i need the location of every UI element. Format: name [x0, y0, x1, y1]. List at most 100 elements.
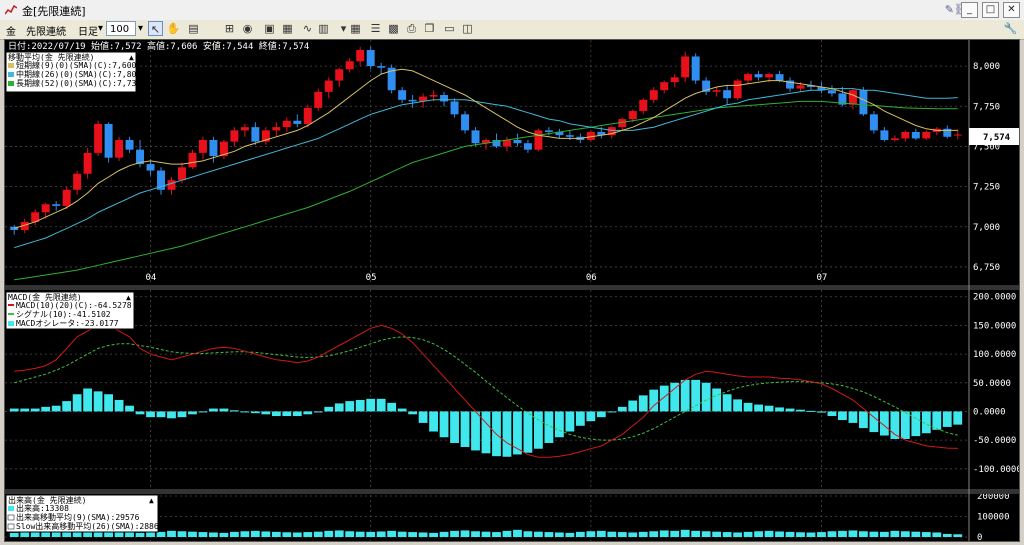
oscillator-bar[interactable] [397, 408, 407, 412]
candlestick[interactable] [482, 140, 490, 144]
volume-bar[interactable] [701, 531, 711, 537]
chart-canvas[interactable]: 8,000 7,750 7,500 7,250 7,000 6,750 04 05 06 07 20… [5, 40, 1022, 543]
oscillator-bar[interactable] [754, 404, 763, 412]
volume-bar[interactable] [712, 531, 722, 537]
candlestick[interactable] [177, 167, 186, 181]
candlestick[interactable] [335, 69, 344, 81]
volume-bar[interactable] [104, 531, 113, 537]
chevron-down-icon[interactable]: ▾ [98, 23, 104, 34]
candlestick[interactable] [20, 221, 29, 230]
volume-bar[interactable] [942, 533, 952, 537]
candlestick[interactable] [198, 140, 207, 153]
candlestick[interactable] [660, 82, 669, 91]
oscillator-bar[interactable] [292, 411, 302, 417]
candlestick[interactable] [827, 90, 836, 94]
volume-bar[interactable] [806, 532, 816, 537]
candlestick[interactable] [817, 86, 826, 91]
ma-short-line[interactable] [14, 68, 958, 229]
oscillator-bar[interactable] [125, 405, 134, 412]
candlestick[interactable] [702, 80, 711, 92]
oscillator-bar[interactable] [250, 411, 260, 414]
candlestick[interactable] [366, 50, 375, 67]
oscillator-bar[interactable] [617, 406, 627, 412]
candlestick[interactable] [691, 56, 700, 81]
candlestick[interactable] [324, 80, 333, 92]
candlestick[interactable] [282, 120, 291, 128]
candlestick[interactable] [356, 50, 365, 62]
volume-bar[interactable] [659, 530, 669, 537]
stack-icon[interactable]: ▦ [282, 22, 293, 35]
candlestick[interactable] [911, 131, 920, 139]
volume-bar[interactable] [565, 532, 575, 537]
oscillator-bar[interactable] [219, 408, 229, 412]
oscillator-bar[interactable] [62, 401, 72, 412]
volume-bar[interactable] [156, 531, 166, 537]
chevron-down-icon[interactable]: ▾ [340, 22, 347, 35]
cursor-icon[interactable]: ↖ [148, 21, 163, 36]
candlestick[interactable] [796, 85, 805, 89]
panel-divider[interactable] [5, 285, 1019, 290]
candlestick[interactable] [387, 67, 396, 91]
wrench-icon[interactable]: 🔧 [1003, 22, 1018, 35]
oscillator-bar[interactable] [104, 394, 113, 412]
candlestick[interactable] [251, 127, 260, 142]
minimize-button[interactable]: _ [961, 2, 978, 18]
oscillator-bar[interactable] [890, 411, 900, 439]
oscillator-bar[interactable] [638, 395, 648, 412]
candlestick[interactable] [649, 90, 658, 100]
candlestick[interactable] [136, 149, 145, 165]
symbol-label[interactable]: 金 [6, 27, 16, 38]
volume-legend-box[interactable] [5, 494, 159, 533]
candlestick[interactable] [429, 95, 438, 97]
oscillator-bar[interactable] [72, 394, 82, 412]
window-icon[interactable]: ▣ [264, 22, 275, 35]
candlestick[interactable] [125, 140, 134, 150]
oscillator-bar[interactable] [460, 411, 470, 447]
candlestick[interactable] [807, 85, 815, 87]
volume-bar[interactable] [586, 531, 596, 537]
volume-bar[interactable] [450, 530, 459, 537]
oscillator-bar[interactable] [334, 403, 344, 412]
candlestick[interactable] [461, 114, 470, 131]
circle-icon[interactable]: ◉ [242, 22, 253, 35]
volume-bar[interactable] [680, 529, 690, 537]
copy-icon[interactable]: ❐ [424, 22, 435, 35]
candlestick[interactable] [943, 128, 952, 137]
candlestick[interactable] [240, 127, 249, 131]
candlestick[interactable] [848, 90, 857, 105]
volume-bar[interactable] [397, 531, 407, 537]
oscillator-bar[interactable] [806, 410, 816, 412]
candlestick[interactable] [303, 107, 312, 124]
volume-bar[interactable] [366, 531, 376, 537]
volume-bar[interactable] [869, 531, 879, 537]
oscillator-bar[interactable] [670, 382, 680, 412]
candlestick[interactable] [744, 74, 753, 81]
table-icon[interactable]: ▦ [350, 22, 361, 35]
volume-bar[interactable] [209, 532, 218, 537]
price-legend-box[interactable] [5, 51, 137, 93]
chart-area[interactable]: 8,000 7,750 7,500 7,250 7,000 6,750 04 05 06 07 20… [4, 39, 1022, 543]
volume-bar[interactable] [376, 531, 386, 537]
oscillator-bar[interactable] [376, 398, 386, 412]
oscillator-bar[interactable] [345, 401, 355, 412]
oscillator-bar[interactable] [282, 411, 292, 417]
volume-bar[interactable] [114, 531, 124, 537]
candlestick[interactable] [869, 114, 878, 131]
volume-bar[interactable] [596, 530, 606, 537]
pin-icon[interactable]: ✎ [944, 3, 954, 16]
volume-bar[interactable] [93, 530, 103, 537]
volume-bar[interactable] [20, 532, 30, 537]
oscillator-bar[interactable] [953, 411, 963, 425]
legend-collapse-icon[interactable]: ▲ [129, 53, 134, 62]
volume-bar[interactable] [764, 530, 774, 537]
candlestick[interactable] [754, 74, 763, 78]
candlestick[interactable] [534, 130, 543, 150]
oscillator-bar[interactable] [817, 411, 826, 413]
oscillator-bar[interactable] [523, 411, 533, 453]
volume-bar[interactable] [30, 531, 40, 537]
candlestick[interactable] [890, 138, 899, 141]
oscillator-bar[interactable] [471, 411, 480, 451]
grid-icon[interactable]: ▩ [388, 22, 399, 35]
chart-type-icon[interactable]: ▤ [188, 22, 199, 35]
candlestick[interactable] [786, 80, 795, 89]
